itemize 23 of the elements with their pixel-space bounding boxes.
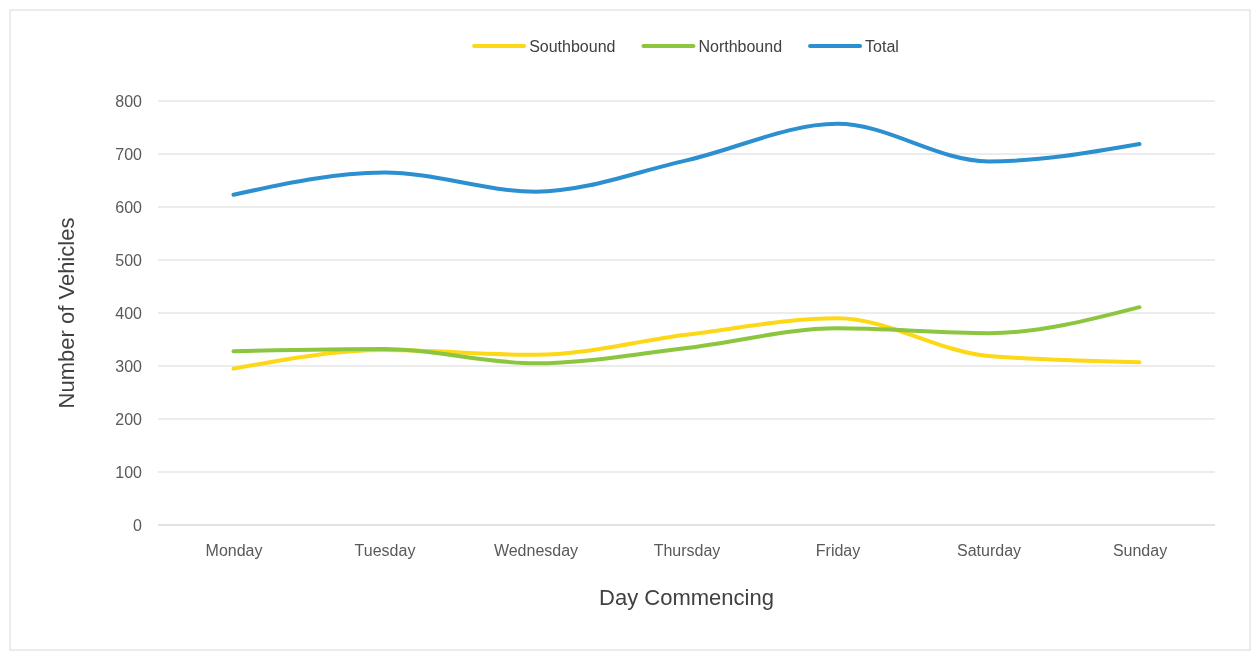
y-tick-label: 800 [115,92,143,110]
y-tick-label: 0 [133,516,143,534]
x-axis-title: Day Commencing [599,585,774,610]
x-tick-label: Saturday [956,542,1022,560]
legend-label: Southbound [529,38,616,55]
y-tick-label: 500 [115,251,143,269]
x-tick-label: Thursday [653,542,721,560]
legend-label: Total [865,38,899,55]
line-series [231,305,1142,366]
line-series [231,121,1142,197]
y-tick-label: 200 [115,410,143,428]
x-tick-label: Monday [205,542,263,560]
x-tick-label: Friday [815,542,861,560]
legend-label: Northbound [698,38,783,55]
y-axis-title: Number of Vehicles [54,217,79,409]
y-tick-label: 700 [115,145,143,163]
x-tick-label: Sunday [1112,542,1168,560]
x-tick-label: Tuesday [354,542,416,560]
y-tick-label: 600 [115,198,143,216]
y-tick-label: 400 [115,304,143,322]
y-tick-label: 100 [115,463,143,481]
x-tick-label: Wednesday [493,542,579,560]
y-tick-label: 300 [115,357,143,375]
